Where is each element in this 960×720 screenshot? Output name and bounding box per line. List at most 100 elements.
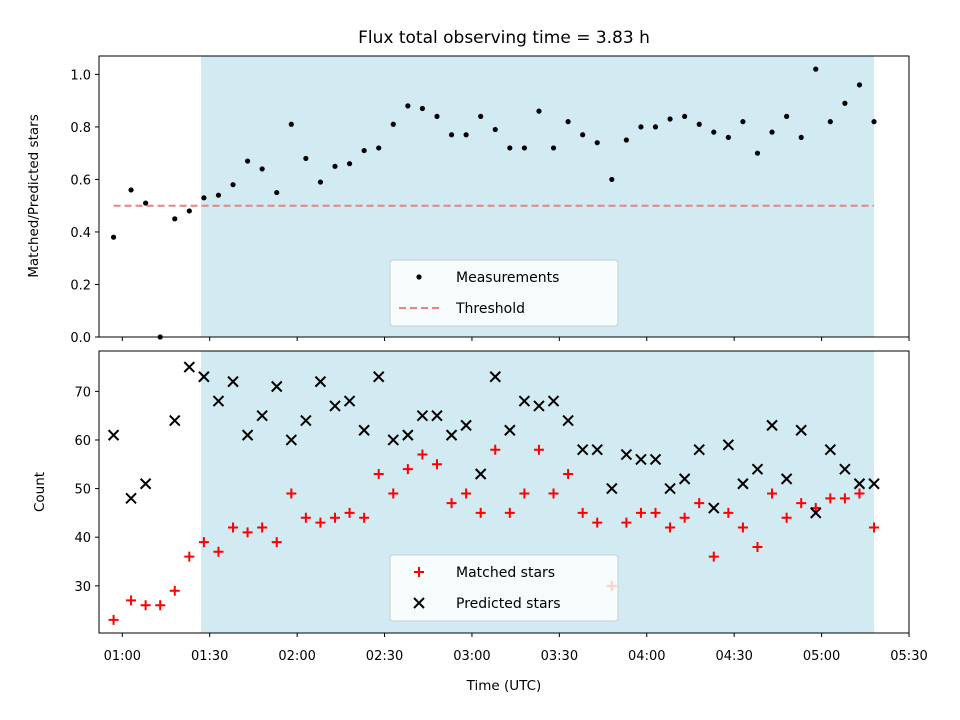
measurement-point bbox=[667, 116, 673, 122]
predicted-star-marker bbox=[853, 478, 866, 490]
measurement-point bbox=[434, 113, 440, 120]
y-tick-label: 70 bbox=[74, 385, 91, 400]
predicted-star-marker bbox=[241, 429, 254, 441]
predicted-star-marker bbox=[300, 414, 312, 427]
matched-star-marker bbox=[388, 488, 399, 499]
matched-star-marker bbox=[694, 498, 705, 509]
predicted-star-marker bbox=[518, 395, 531, 407]
matched-star-marker bbox=[330, 512, 341, 523]
predicted-star-marker bbox=[839, 463, 851, 475]
predicted-star-marker bbox=[314, 375, 327, 388]
matched-star-marker bbox=[723, 507, 734, 518]
measurement-point bbox=[638, 124, 644, 130]
x-tick-label: 04:30 bbox=[715, 649, 752, 664]
matched-star-marker bbox=[621, 517, 632, 528]
measurement-point bbox=[652, 124, 659, 130]
matched-star-marker bbox=[781, 512, 792, 523]
matched-star-marker bbox=[184, 551, 195, 562]
predicted-star-marker bbox=[489, 371, 501, 383]
x-tick-label: 04:00 bbox=[628, 649, 665, 664]
matched-star-marker bbox=[402, 464, 413, 475]
measurement-point bbox=[725, 134, 731, 141]
measurement-point bbox=[143, 200, 149, 206]
predicted-star-marker bbox=[708, 502, 720, 514]
measurement-point bbox=[215, 192, 222, 198]
matched-star-marker bbox=[446, 498, 457, 509]
axes-frame bbox=[98, 350, 910, 634]
matched-star-marker bbox=[198, 537, 209, 548]
predicted-star-marker bbox=[649, 453, 662, 466]
predicted-star-marker bbox=[125, 492, 137, 505]
matched-star-marker bbox=[533, 444, 544, 455]
measurement-point bbox=[813, 66, 819, 72]
measurement-point bbox=[274, 189, 280, 196]
predicted-star-marker bbox=[271, 380, 283, 393]
matched-star-marker bbox=[315, 517, 326, 528]
predicted-star-marker bbox=[693, 443, 705, 456]
measurement-point bbox=[448, 132, 455, 138]
predicted-star-marker bbox=[620, 448, 633, 461]
measurement-point bbox=[376, 145, 382, 151]
predicted-star-marker bbox=[431, 409, 443, 422]
measurement-point bbox=[303, 155, 309, 162]
measurement-point bbox=[507, 145, 513, 151]
measurement-point bbox=[711, 129, 717, 135]
measurement-point bbox=[478, 113, 484, 120]
matched-star-marker bbox=[563, 469, 574, 480]
measurement-point bbox=[110, 234, 117, 240]
measurement-point bbox=[419, 105, 426, 112]
legend-measurement-marker bbox=[416, 274, 422, 280]
axes-frame bbox=[98, 55, 910, 338]
predicted-star-marker bbox=[212, 395, 225, 407]
measurement-point bbox=[405, 103, 411, 109]
legend-matched-marker bbox=[414, 567, 424, 577]
measurement-point bbox=[201, 195, 207, 201]
x-tick-label: 01:30 bbox=[191, 649, 228, 664]
y-tick-label: 50 bbox=[74, 483, 91, 498]
measurement-point bbox=[259, 166, 265, 172]
matched-star-marker bbox=[271, 537, 282, 548]
predicted-star-marker bbox=[737, 478, 749, 490]
predicted-star-marker bbox=[387, 434, 399, 446]
predicted-star-marker bbox=[329, 400, 341, 412]
matched-star-marker bbox=[869, 522, 880, 533]
x-axis-label: Time (UTC) bbox=[466, 678, 542, 694]
measurement-point bbox=[361, 147, 367, 154]
measurement-point bbox=[550, 145, 557, 151]
matched-star-marker bbox=[737, 522, 748, 533]
predicted-star-marker bbox=[402, 429, 414, 441]
predicted-star-marker bbox=[795, 424, 807, 436]
matched-star-marker bbox=[854, 488, 865, 499]
measurement-point bbox=[856, 82, 863, 88]
measurement-point bbox=[740, 119, 746, 125]
predicted-star-marker bbox=[183, 361, 196, 373]
legend-label: Matched stars bbox=[456, 565, 555, 581]
predicted-star-marker bbox=[766, 419, 778, 432]
matched-star-marker bbox=[169, 585, 180, 596]
matched-star-marker bbox=[108, 614, 119, 625]
predicted-star-marker bbox=[635, 453, 647, 466]
measurement-point bbox=[798, 134, 804, 141]
legend-label: Predicted stars bbox=[456, 596, 561, 612]
matched-star-marker bbox=[577, 507, 588, 518]
legend-box bbox=[389, 259, 619, 327]
matched-star-marker bbox=[810, 503, 821, 514]
matched-star-marker bbox=[140, 600, 151, 611]
x-tick-label: 05:30 bbox=[890, 649, 927, 664]
x-tick-label: 01:00 bbox=[104, 649, 141, 664]
bottom-panel: 30 40 50 60 70 01:00 01:30 02:00 02:30 03:00 03:30… bbox=[32, 350, 928, 664]
predicted-star-marker bbox=[474, 468, 487, 480]
matched-star-marker bbox=[490, 444, 501, 455]
predicted-star-marker bbox=[824, 443, 837, 456]
matched-star-marker bbox=[548, 488, 559, 499]
y-tick-label: 30 bbox=[74, 580, 91, 595]
measurement-point bbox=[390, 121, 396, 127]
measurement-point bbox=[623, 137, 629, 143]
measurement-point bbox=[827, 119, 833, 125]
measurement-point bbox=[842, 100, 848, 106]
matched-star-marker bbox=[752, 541, 763, 552]
measurement-point bbox=[492, 126, 498, 133]
measurement-point bbox=[346, 161, 353, 167]
matched-star-marker bbox=[767, 488, 778, 499]
y-tick-label: 0.6 bbox=[70, 173, 91, 188]
